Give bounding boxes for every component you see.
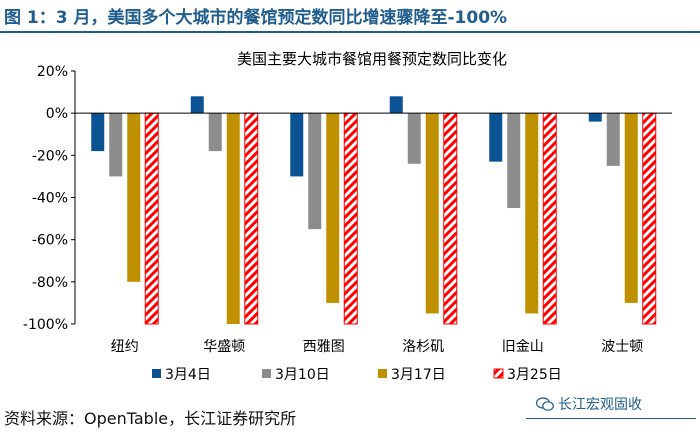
watermark-text: 长江宏观固收 (558, 397, 642, 413)
bar (525, 113, 539, 314)
y-tick-label: -20% (32, 148, 68, 164)
bar (407, 113, 421, 164)
bar (127, 113, 141, 282)
title-underline (0, 31, 700, 33)
bar (588, 113, 602, 122)
plot-area: 20% 0% -20% -40% -60% -80% -100% 纽约 华盛顿 西雅图 洛杉矶 旧金山… (23, 64, 672, 355)
bar (443, 112, 458, 325)
bar (542, 112, 557, 325)
legend-swatch (152, 369, 161, 378)
y-tick-label: 0% (46, 106, 68, 122)
watermark-underline (526, 418, 696, 419)
y-tick-label: 20% (37, 64, 68, 80)
x-category-label: 华盛顿 (203, 339, 245, 355)
bar-chart: 美国主要大城市餐馆用餐预定数同比变化 20% 0% -20% -40% -60% -80%… (23, 50, 672, 383)
bar (290, 113, 304, 177)
watermark: 长江宏观固收 (536, 394, 642, 414)
bar (109, 113, 123, 177)
legend-label: 3月25日 (507, 367, 562, 383)
x-category-label: 波士顿 (601, 339, 643, 355)
bar (326, 113, 340, 303)
bar (190, 96, 204, 114)
legend-swatch (378, 369, 387, 378)
chart-title: 美国主要大城市餐馆用餐预定数同比变化 (237, 50, 507, 68)
y-tick-label: -100% (23, 317, 68, 333)
bar (208, 113, 222, 152)
source-note: 资料来源：OpenTable，长江证券研究所 (4, 409, 297, 428)
y-tick-label: -80% (32, 275, 68, 291)
bar (425, 113, 439, 314)
bar (91, 113, 105, 152)
bar (244, 112, 259, 325)
legend: 3月4日 3月10日 3月17日 3月25日 (152, 367, 562, 383)
legend-label: 3月4日 (165, 367, 211, 383)
bar (144, 112, 159, 325)
legend-swatch (493, 368, 504, 379)
legend-label: 3月10日 (275, 367, 330, 383)
bar (308, 113, 322, 230)
y-tick-label: -60% (32, 233, 68, 249)
bar (606, 113, 620, 166)
legend-swatch (262, 369, 271, 378)
bar (642, 112, 657, 325)
x-category-label: 洛杉矶 (402, 339, 444, 355)
wechat-icon (536, 397, 554, 411)
x-category-label: 纽约 (111, 339, 139, 355)
bar (507, 113, 521, 209)
bar (343, 112, 358, 325)
bar (624, 113, 638, 303)
bar (226, 113, 240, 325)
x-category-label: 旧金山 (502, 339, 544, 355)
figure-title: 图 1：3 月，美国多个大城市的餐馆预定数同比增速骤降至-100% (4, 8, 508, 28)
bar (389, 96, 403, 114)
bar (489, 113, 503, 162)
x-category-label: 西雅图 (303, 339, 345, 355)
legend-label: 3月17日 (391, 367, 446, 383)
y-tick-label: -40% (32, 191, 68, 207)
